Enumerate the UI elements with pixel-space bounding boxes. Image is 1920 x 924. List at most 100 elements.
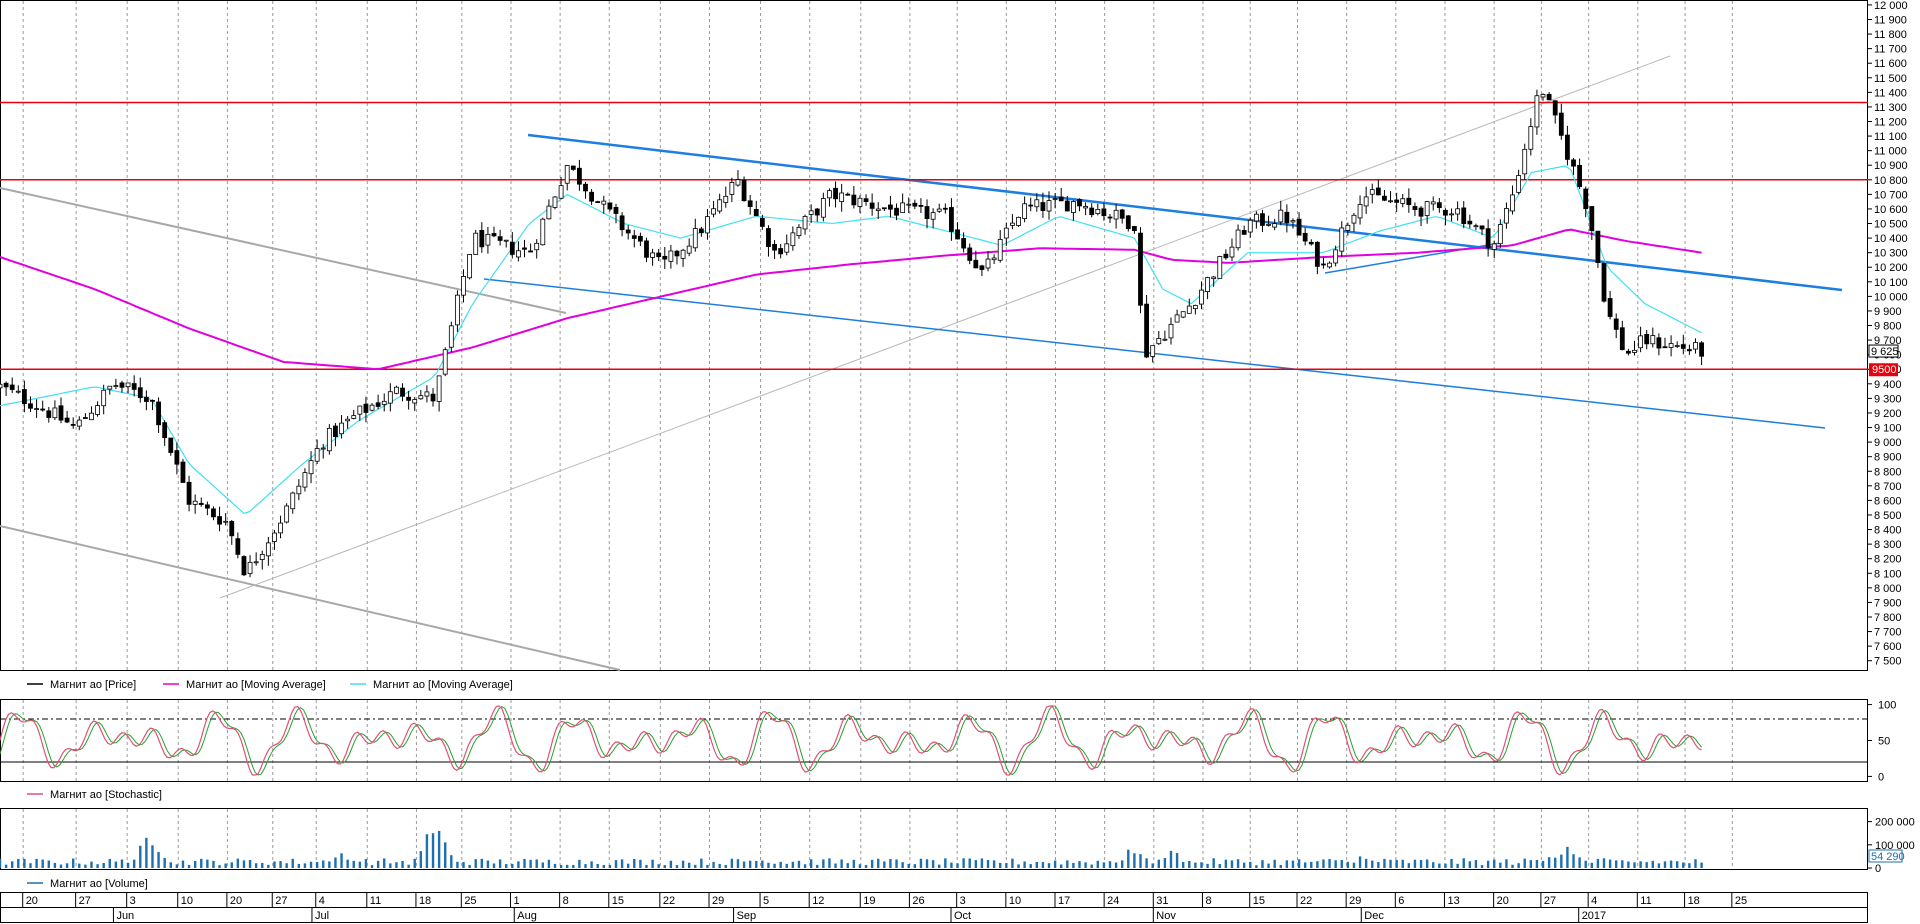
- price-candle: [473, 229, 479, 255]
- price-candle: [357, 405, 363, 421]
- price-candle: [619, 212, 625, 237]
- volume-bar: [145, 837, 148, 868]
- price-candle: [1071, 200, 1076, 221]
- price-candle: [1546, 92, 1552, 101]
- price-axis-label: 8 100: [1874, 568, 1902, 580]
- price-candle: [741, 176, 747, 202]
- price-panel[interactable]: 7 500 7 600 7 700 7 800 7 900 8 000 8 100 8 200…: [0, 0, 1908, 671]
- volume-bar: [303, 863, 307, 868]
- price-candle: [570, 165, 576, 171]
- price-candle: [1595, 230, 1601, 268]
- day-label: 29: [712, 895, 724, 907]
- price-candle: [1388, 191, 1393, 204]
- month-label: Jun: [116, 910, 134, 922]
- volume-grid: [22, 809, 1733, 869]
- price-candle: [223, 513, 229, 526]
- price-candle: [1180, 311, 1186, 319]
- day-label: 1: [513, 895, 519, 907]
- price-candle: [589, 189, 594, 206]
- price-candle: [1290, 218, 1296, 229]
- volume-bar: [858, 864, 862, 868]
- time-axis[interactable]: 20 27 3 10 20 27 4 11 18 25 1 8 15 22 29 5 12 19 26 3 10 17 24…: [0, 892, 1868, 923]
- price-candle: [1528, 118, 1534, 156]
- price-candle: [363, 396, 369, 423]
- volume-bar: [456, 861, 459, 868]
- price-candle: [1455, 201, 1461, 221]
- price-axis-label: 11 600: [1874, 58, 1907, 70]
- price-candle: [418, 389, 424, 400]
- volume-bar: [4, 864, 8, 868]
- price-candle: [1400, 194, 1406, 208]
- price-candle: [912, 199, 918, 210]
- price-candle: [1394, 192, 1400, 212]
- volume-bar: [1334, 860, 1337, 868]
- price-candle: [1351, 212, 1357, 232]
- volume-bar: [779, 861, 782, 868]
- volume-bar: [206, 859, 209, 868]
- day-label: 3: [960, 895, 966, 907]
- volume-bar: [1060, 864, 1063, 868]
- volume-bar: [1285, 860, 1289, 868]
- price-candle: [546, 199, 552, 220]
- price-candle: [900, 193, 906, 213]
- price-candle: [1278, 200, 1284, 226]
- volume-bar: [358, 861, 362, 868]
- day-label: 24: [1107, 895, 1119, 907]
- time-axis-months-row: [0, 907, 1868, 923]
- volume-bar: [29, 863, 32, 868]
- price-candle: [339, 415, 344, 439]
- price-candle: [1138, 227, 1143, 314]
- month-label: Oct: [954, 910, 971, 922]
- price-axis-label: 8 600: [1874, 495, 1902, 507]
- volume-bar: [1535, 859, 1539, 868]
- volume-bar: [730, 858, 734, 868]
- price-candle: [686, 238, 692, 257]
- volume-bar: [273, 861, 276, 868]
- volume-panel[interactable]: 0 100 000 200 000 54 290: [0, 808, 1915, 876]
- price-candle: [833, 181, 838, 208]
- volume-bar: [1017, 864, 1020, 868]
- volume-bar: [462, 862, 465, 868]
- volume-bar: [315, 861, 319, 868]
- volume-bar: [1566, 846, 1569, 868]
- price-candle: [839, 183, 845, 212]
- volume-bar: [1127, 849, 1130, 868]
- volume-bar: [809, 859, 813, 868]
- volume-bar: [1194, 862, 1197, 868]
- day-label: 27: [79, 895, 91, 907]
- trendlines: [0, 55, 1843, 671]
- price-axis-label: 8 700: [1874, 481, 1902, 493]
- volume-bar: [901, 862, 904, 868]
- volume-bar: [254, 863, 258, 868]
- volume-bar: [1316, 861, 1319, 868]
- price-candle: [601, 195, 607, 214]
- price-candle: [729, 177, 735, 203]
- volume-bar: [773, 863, 776, 868]
- volume-bar: [1023, 861, 1026, 868]
- volume-bar: [956, 863, 959, 868]
- price-candle: [28, 396, 33, 412]
- price-candle: [631, 229, 637, 248]
- volume-bar: [651, 859, 654, 868]
- volume-bar: [553, 863, 557, 868]
- price-axis-label: 9 900: [1874, 306, 1902, 318]
- volume-bar: [1663, 861, 1667, 868]
- volume-bar: [718, 863, 721, 868]
- volume-bar: [1273, 859, 1276, 868]
- price-axis-label: 10 400: [1874, 233, 1908, 245]
- gray-channel-lower: [0, 525, 621, 671]
- volume-bar: [1456, 863, 1459, 868]
- price-candle: [137, 377, 143, 403]
- volume-bar: [1407, 863, 1411, 868]
- stochastic-panel[interactable]: 0 50 100: [0, 699, 1896, 784]
- month-label: 2017: [1582, 910, 1606, 922]
- price-candle: [204, 501, 210, 516]
- price-candle: [1662, 337, 1668, 349]
- price-candle: [692, 218, 698, 252]
- price-candle: [747, 194, 753, 215]
- stochastic-axis-label: 0: [1878, 771, 1884, 783]
- price-candle: [613, 203, 619, 224]
- day-label: 3: [130, 895, 136, 907]
- price-candle: [1296, 212, 1302, 236]
